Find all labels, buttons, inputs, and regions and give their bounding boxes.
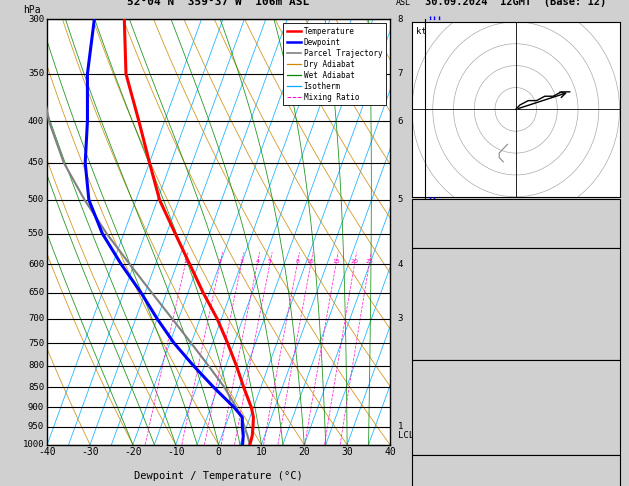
Text: \\: \\ xyxy=(428,413,438,422)
Text: Temp (°C): Temp (°C) xyxy=(417,270,469,278)
Text: 550: 550 xyxy=(28,229,44,238)
Text: CIN (J): CIN (J) xyxy=(417,347,457,356)
Text: 30: 30 xyxy=(342,447,353,457)
Text: 13: 13 xyxy=(605,316,616,325)
Text: -20: -20 xyxy=(124,447,142,457)
Text: Most Unstable: Most Unstable xyxy=(479,365,553,374)
Text: 3: 3 xyxy=(240,259,243,264)
Text: 500: 500 xyxy=(28,195,44,205)
Text: 29: 29 xyxy=(605,477,616,486)
Text: 350: 350 xyxy=(28,69,44,78)
Text: 0: 0 xyxy=(611,443,616,452)
Text: 1.56: 1.56 xyxy=(593,236,616,245)
Text: hPa: hPa xyxy=(23,4,41,15)
Text: 1000: 1000 xyxy=(23,440,44,449)
Text: 925: 925 xyxy=(599,381,616,390)
Text: \: \ xyxy=(428,383,433,392)
Text: 400: 400 xyxy=(28,117,44,125)
Text: 0: 0 xyxy=(611,347,616,356)
Text: 0: 0 xyxy=(611,332,616,341)
Text: km
ASL: km ASL xyxy=(396,0,411,7)
Text: Totals Totals: Totals Totals xyxy=(417,221,492,229)
Text: 800: 800 xyxy=(28,362,44,370)
Text: ⬍⬍: ⬍⬍ xyxy=(428,195,438,205)
Text: 850: 850 xyxy=(28,383,44,392)
Text: -10: -10 xyxy=(167,447,184,457)
Text: 6: 6 xyxy=(398,117,403,125)
Text: © weatheronline.co.uk: © weatheronline.co.uk xyxy=(464,450,568,459)
Text: 10: 10 xyxy=(605,412,616,421)
Text: 40: 40 xyxy=(384,447,396,457)
Text: 10: 10 xyxy=(255,447,267,457)
Text: 3: 3 xyxy=(398,314,403,323)
Text: 20: 20 xyxy=(350,259,359,264)
Text: 52°04'N  359°37'W  106m ASL: 52°04'N 359°37'W 106m ASL xyxy=(128,0,309,7)
Text: 4: 4 xyxy=(398,260,403,269)
Text: 13: 13 xyxy=(605,205,616,214)
Text: Pressure (mb): Pressure (mb) xyxy=(417,381,492,390)
Text: \: \ xyxy=(428,314,433,323)
Text: Surface: Surface xyxy=(496,254,536,263)
Text: 450: 450 xyxy=(28,158,44,167)
Text: ⬍⬍⬍: ⬍⬍⬍ xyxy=(428,15,443,24)
Text: 950: 950 xyxy=(28,422,44,431)
Text: CIN (J): CIN (J) xyxy=(417,443,457,452)
Text: Lifted Index: Lifted Index xyxy=(417,412,486,421)
Text: θₜ(K): θₜ(K) xyxy=(417,301,446,310)
Text: 4: 4 xyxy=(255,259,259,264)
Text: 20: 20 xyxy=(298,447,310,457)
Text: 5.6: 5.6 xyxy=(599,285,616,294)
Text: 2: 2 xyxy=(218,259,222,264)
Text: 1: 1 xyxy=(398,422,403,431)
Text: 750: 750 xyxy=(28,339,44,347)
Text: 0: 0 xyxy=(216,447,221,457)
Text: Mixing Ratio (g/kg): Mixing Ratio (g/kg) xyxy=(414,252,423,340)
Text: EH: EH xyxy=(417,477,428,486)
Text: 295: 295 xyxy=(599,301,616,310)
Text: 7.3: 7.3 xyxy=(599,270,616,278)
Text: 700: 700 xyxy=(28,314,44,323)
Text: 37: 37 xyxy=(605,221,616,229)
Text: 30.09.2024  12GMT  (Base: 12): 30.09.2024 12GMT (Base: 12) xyxy=(425,0,606,7)
Text: 650: 650 xyxy=(28,288,44,297)
Text: 900: 900 xyxy=(28,403,44,412)
Text: Dewpoint / Temperature (°C): Dewpoint / Temperature (°C) xyxy=(134,471,303,482)
Text: LCL: LCL xyxy=(398,431,414,440)
Text: 300: 300 xyxy=(28,15,44,24)
Text: 15: 15 xyxy=(332,259,340,264)
Text: →: → xyxy=(428,431,433,440)
Text: K: K xyxy=(417,205,423,214)
Text: 1: 1 xyxy=(183,259,187,264)
Text: PW (cm): PW (cm) xyxy=(417,236,457,245)
Text: 0: 0 xyxy=(611,428,616,436)
Text: 5: 5 xyxy=(268,259,272,264)
Text: 8: 8 xyxy=(295,259,299,264)
Legend: Temperature, Dewpoint, Parcel Trajectory, Dry Adiabat, Wet Adiabat, Isotherm, Mi: Temperature, Dewpoint, Parcel Trajectory… xyxy=(283,23,386,105)
Text: -40: -40 xyxy=(38,447,56,457)
Text: 5: 5 xyxy=(398,195,403,205)
Text: kt: kt xyxy=(416,27,427,36)
Text: 300: 300 xyxy=(599,397,616,405)
Text: 7: 7 xyxy=(398,69,403,78)
Text: 25: 25 xyxy=(365,259,373,264)
Text: CAPE (J): CAPE (J) xyxy=(417,428,463,436)
Text: -30: -30 xyxy=(81,447,99,457)
Text: 8: 8 xyxy=(398,15,403,24)
Text: CAPE (J): CAPE (J) xyxy=(417,332,463,341)
Text: 10: 10 xyxy=(307,259,314,264)
Text: Lifted Index: Lifted Index xyxy=(417,316,486,325)
Text: θₜ (K): θₜ (K) xyxy=(417,397,452,405)
Text: Hodograph: Hodograph xyxy=(490,461,542,470)
Text: Dewp (°C): Dewp (°C) xyxy=(417,285,469,294)
Text: 600: 600 xyxy=(28,260,44,269)
